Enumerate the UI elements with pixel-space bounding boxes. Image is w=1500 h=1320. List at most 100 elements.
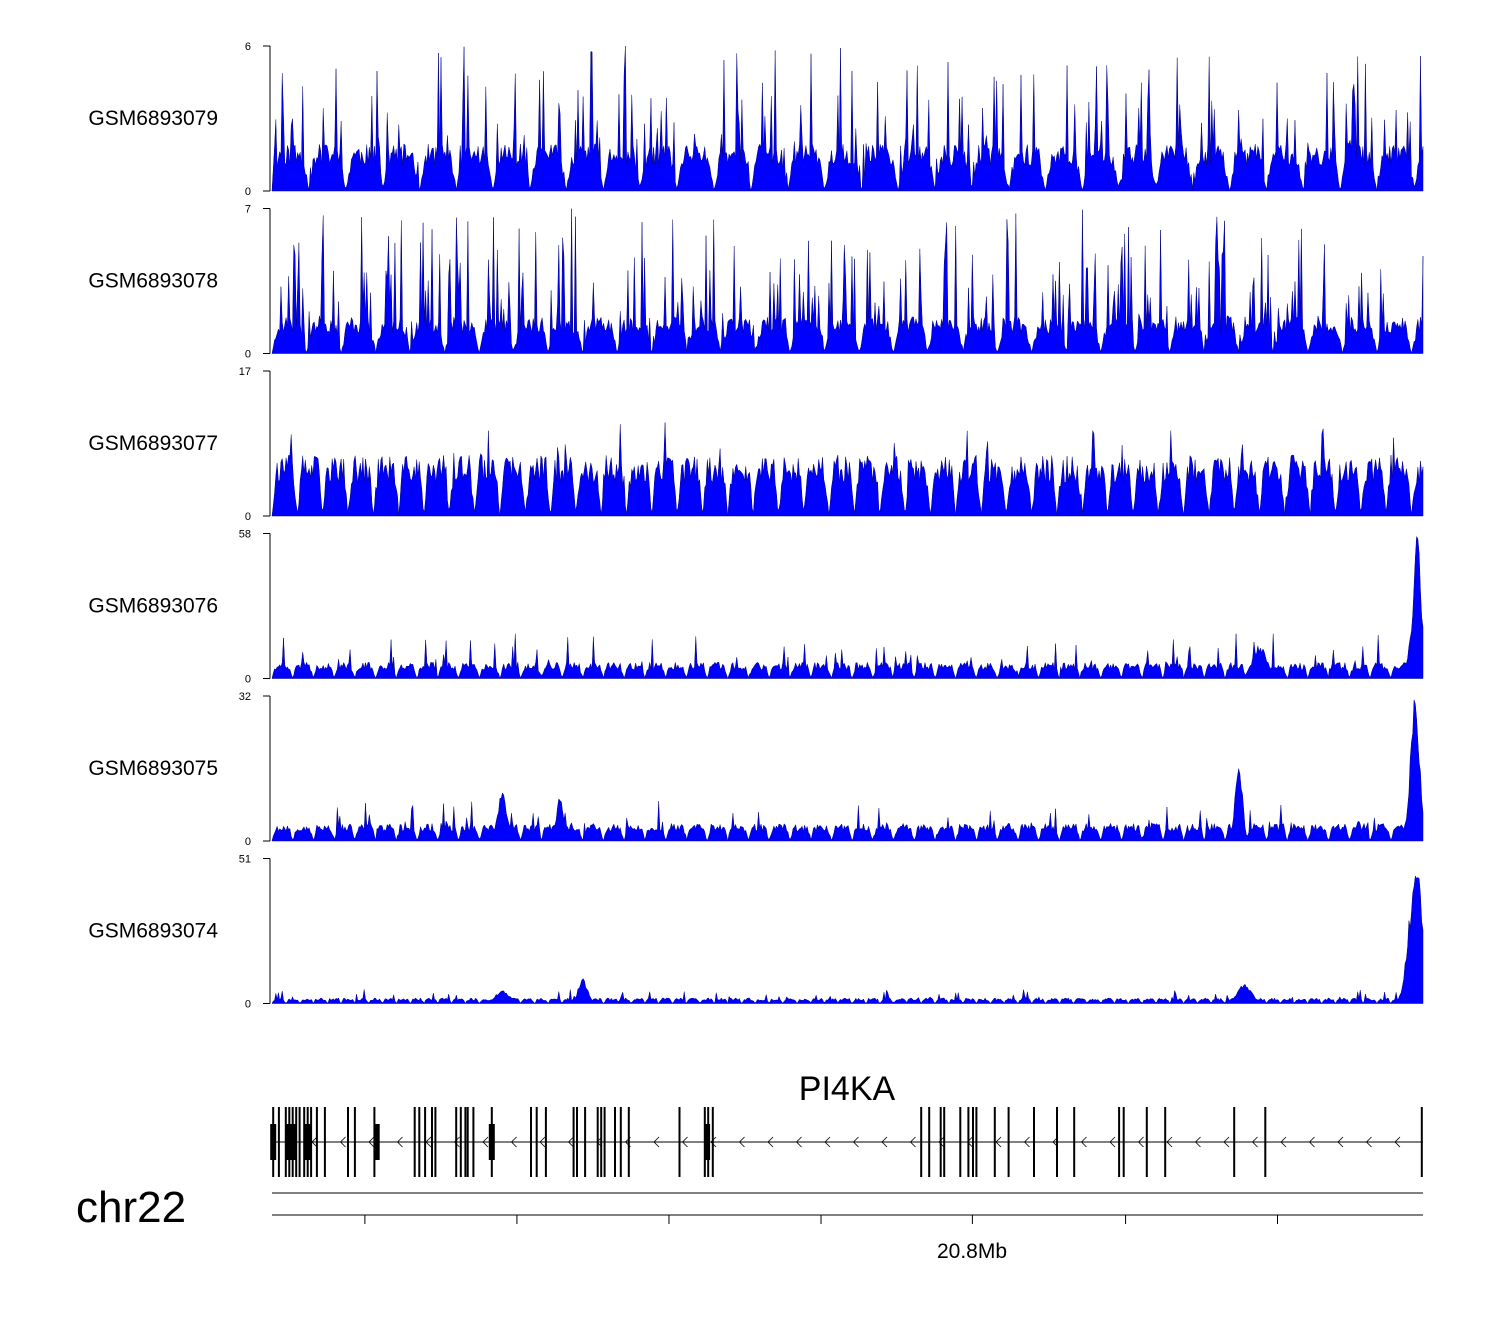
strand-arrow (681, 1136, 688, 1148)
strand-arrow (1308, 1136, 1315, 1148)
gene-exon (424, 1107, 427, 1177)
gene-exon (472, 1107, 475, 1177)
gene-exon (614, 1107, 616, 1177)
gene-exon (1233, 1107, 1236, 1177)
strand-arrow (567, 1136, 574, 1148)
strand-arrow (909, 1136, 916, 1148)
strand-arrow (767, 1136, 774, 1148)
gene-exon (943, 1107, 946, 1177)
strand-arrow (1394, 1136, 1401, 1148)
track-label: GSM6893076 (88, 595, 218, 618)
strand-arrow (368, 1136, 375, 1148)
gene-exon (928, 1107, 931, 1177)
gene-exon (1164, 1107, 1167, 1177)
gene-exon (1033, 1107, 1035, 1177)
gene-exon (678, 1107, 681, 1177)
y-max-label: 58 (239, 529, 251, 541)
genomic-axis: 20.8Mb (272, 1192, 1423, 1263)
strand-arrow (738, 1136, 745, 1148)
y-max-label: 6 (245, 41, 251, 53)
y-min-label: 0 (245, 999, 251, 1011)
strand-arrow (339, 1136, 346, 1148)
strand-arrow (1280, 1136, 1287, 1148)
strand-arrow (938, 1136, 945, 1148)
track-label: GSM6893078 (88, 270, 218, 293)
y-min-label: 0 (245, 674, 251, 686)
gene-track: PI4KA (270, 1070, 1423, 1177)
strand-arrow (1337, 1136, 1344, 1148)
gene-exon-thick (286, 1124, 293, 1160)
gene-exon (939, 1107, 942, 1177)
gene-exon (295, 1107, 298, 1177)
gene-exon (466, 1107, 469, 1177)
gene-exon (572, 1107, 575, 1177)
track-GSM6893077: GSM6893077 17 0 (88, 366, 1424, 523)
track-GSM6893074: GSM6893074 51 0 (88, 854, 1424, 1011)
track-GSM6893079: GSM6893079 6 0 (88, 41, 1424, 198)
track-label: GSM6893074 (88, 920, 218, 943)
signal-tracks: GSM689307960GSM689307870GSM6893077170GSM… (88, 41, 1424, 1011)
strand-arrow (653, 1136, 660, 1148)
gene-exon (277, 1107, 280, 1177)
gene-exon (619, 1107, 622, 1177)
gene-exon (530, 1107, 532, 1177)
y-min-label: 0 (245, 836, 251, 848)
gene-exon-thick (704, 1124, 711, 1160)
gene-exon (1118, 1107, 1121, 1177)
strand-arrow (510, 1136, 517, 1148)
gene-exon (1122, 1107, 1125, 1177)
gene-exon (459, 1107, 462, 1177)
coverage-area (271, 46, 1424, 192)
gene-exon (323, 1107, 326, 1177)
gene-exon (310, 1107, 313, 1177)
coverage-area (271, 699, 1424, 842)
track-label: GSM6893077 (88, 432, 218, 455)
gene-exon (353, 1107, 356, 1177)
track-label: GSM6893079 (88, 107, 218, 130)
strand-arrow (1194, 1136, 1201, 1148)
gene-exon (298, 1107, 301, 1177)
gene-exon (1264, 1107, 1267, 1177)
gene-exon (544, 1107, 547, 1177)
gene-exon (993, 1107, 996, 1177)
gene-exon (1420, 1107, 1423, 1177)
gene-exon (284, 1107, 287, 1177)
gene-exon (1056, 1107, 1058, 1177)
track-label: GSM6893075 (88, 757, 218, 780)
gene-exon (1145, 1107, 1148, 1177)
y-min-label: 0 (245, 186, 251, 198)
strand-arrow (1023, 1136, 1030, 1148)
gene-exon (975, 1107, 978, 1177)
gene-exon (584, 1107, 587, 1177)
gene-exon (1073, 1107, 1076, 1177)
gene-exon (596, 1107, 599, 1177)
coverage-area (271, 208, 1424, 354)
track-GSM6893075: GSM6893075 32 0 (88, 691, 1424, 848)
gene-exon (711, 1107, 714, 1177)
strand-arrow (1223, 1136, 1230, 1148)
gene-name-label: PI4KA (799, 1070, 896, 1108)
strand-arrow (1166, 1136, 1173, 1148)
strand-arrow (453, 1136, 460, 1148)
gene-exon (600, 1107, 603, 1177)
strand-arrow (795, 1136, 802, 1148)
strand-arrow (482, 1136, 489, 1148)
strand-arrow (1080, 1136, 1087, 1148)
gene-exon-thick (304, 1124, 311, 1160)
gene-exon (455, 1107, 458, 1177)
strand-arrow (1109, 1136, 1116, 1148)
gene-exon-thick (270, 1124, 277, 1160)
gene-exon (434, 1107, 437, 1177)
y-max-label: 32 (239, 691, 251, 703)
coverage-area (271, 422, 1424, 517)
gene-exon (967, 1107, 970, 1177)
track-GSM6893076: GSM6893076 58 0 (88, 529, 1424, 686)
gene-exon (1007, 1107, 1010, 1177)
gene-exon (431, 1107, 433, 1177)
gene-exon (627, 1107, 630, 1177)
y-min-label: 0 (245, 511, 251, 523)
strand-arrow (1137, 1136, 1144, 1148)
gene-exon (464, 1107, 467, 1177)
y-min-label: 0 (245, 349, 251, 361)
